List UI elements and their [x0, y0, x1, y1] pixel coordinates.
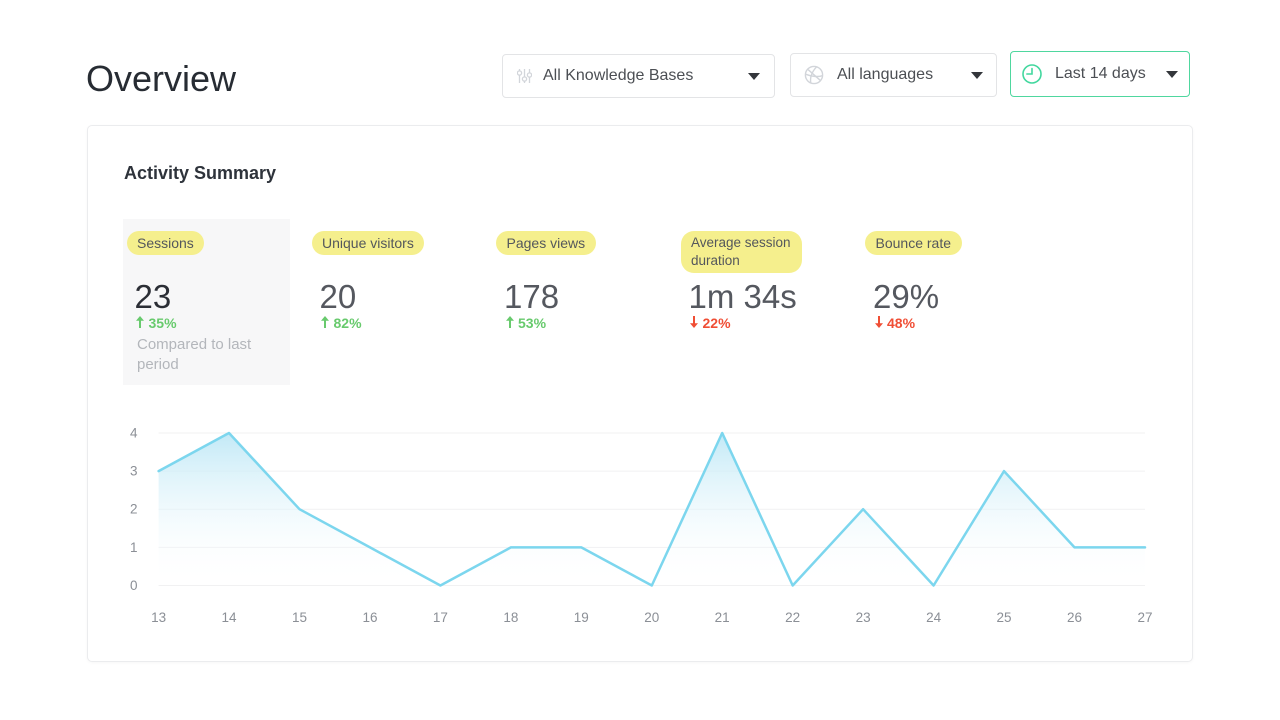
svg-text:25: 25	[996, 610, 1011, 625]
svg-text:0: 0	[130, 578, 138, 593]
svg-text:13: 13	[151, 610, 166, 625]
svg-text:24: 24	[926, 610, 942, 625]
svg-text:23: 23	[856, 610, 871, 625]
svg-text:20: 20	[644, 610, 659, 625]
svg-text:1: 1	[130, 540, 138, 555]
svg-text:18: 18	[503, 610, 518, 625]
svg-text:17: 17	[433, 610, 448, 625]
svg-text:21: 21	[715, 610, 730, 625]
svg-text:19: 19	[574, 610, 589, 625]
svg-text:26: 26	[1067, 610, 1082, 625]
svg-text:22: 22	[785, 610, 800, 625]
svg-text:2: 2	[130, 502, 138, 517]
svg-text:14: 14	[221, 610, 237, 625]
svg-text:16: 16	[362, 610, 377, 625]
svg-text:4: 4	[130, 426, 138, 441]
svg-text:27: 27	[1137, 610, 1152, 625]
svg-text:15: 15	[292, 610, 307, 625]
svg-text:3: 3	[130, 464, 138, 479]
